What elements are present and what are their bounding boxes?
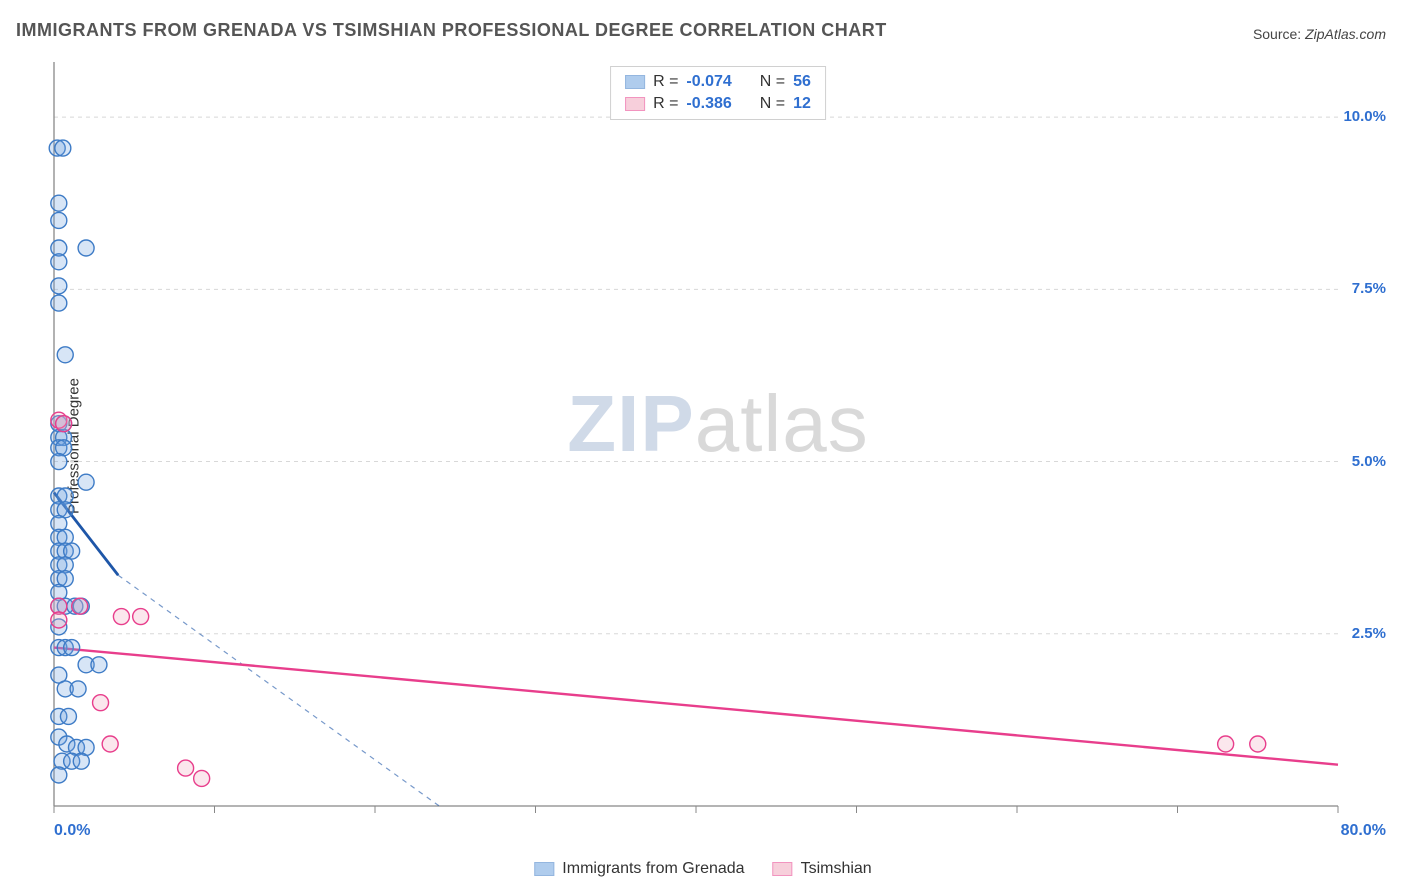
x-axis-max-label: 80.0% <box>1341 822 1386 840</box>
legend-row-grenada: R =-0.074N =56 <box>625 71 811 93</box>
legend-swatch <box>534 862 554 876</box>
legend-row-tsimshian: R =-0.386N =12 <box>625 93 811 115</box>
legend-item-grenada: Immigrants from Grenada <box>534 860 744 878</box>
x-axis-min-label: 0.0% <box>54 822 90 840</box>
source-attribution: Source: ZipAtlas.com <box>1253 26 1386 42</box>
legend-item-tsimshian: Tsimshian <box>773 860 872 878</box>
legend-swatch <box>625 75 645 89</box>
y-tick-label: 7.5% <box>1352 280 1386 297</box>
legend-swatch <box>773 862 793 876</box>
y-tick-label: 5.0% <box>1352 453 1386 470</box>
plot-area: ZIPatlas R =-0.074N =56R =-0.386N =12 0.… <box>48 62 1388 848</box>
y-tick-label: 2.5% <box>1352 625 1386 642</box>
correlation-legend: R =-0.074N =56R =-0.386N =12 <box>610 66 826 120</box>
source-name: ZipAtlas.com <box>1305 26 1386 42</box>
chart-container: IMMIGRANTS FROM GRENADA VS TSIMSHIAN PRO… <box>0 0 1406 892</box>
scatter-chart-svg <box>48 62 1388 848</box>
legend-swatch <box>625 97 645 111</box>
series-legend: Immigrants from Grenada Tsimshian <box>534 860 871 878</box>
chart-title: IMMIGRANTS FROM GRENADA VS TSIMSHIAN PRO… <box>16 20 887 41</box>
source-label: Source: <box>1253 26 1301 42</box>
y-tick-label: 10.0% <box>1343 108 1386 125</box>
